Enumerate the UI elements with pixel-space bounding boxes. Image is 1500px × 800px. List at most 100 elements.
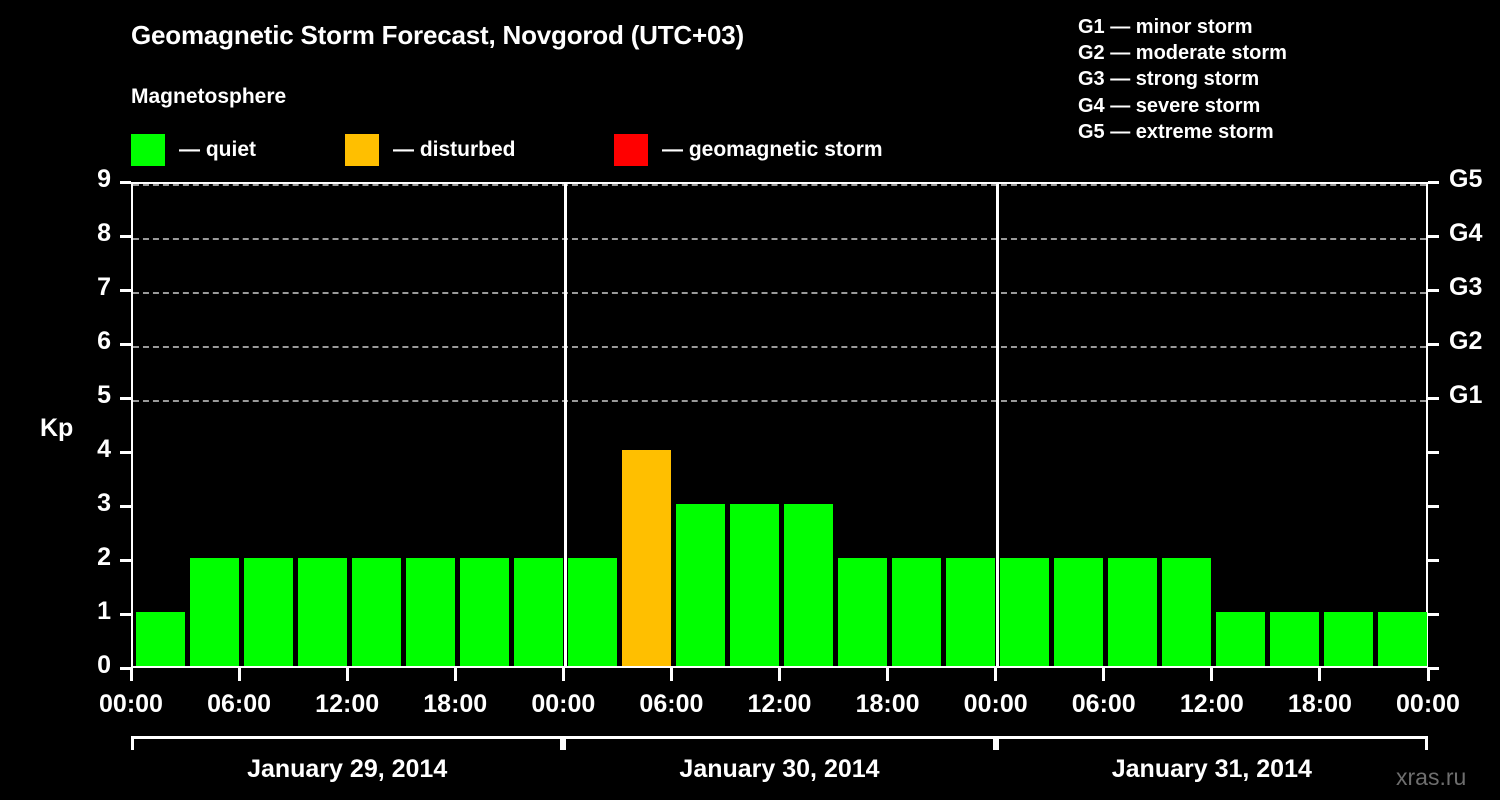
y-axis-label-9: 9 — [97, 165, 111, 193]
x-axis-label-9: 06:00 — [1071, 690, 1136, 718]
g-scale-row-5: G5 — extreme storm — [1078, 120, 1274, 143]
y-tick-8 — [120, 234, 131, 238]
chart-plot-area — [131, 182, 1428, 668]
legend-item-label: — disturbed — [393, 138, 516, 161]
legend-item-label: — quiet — [179, 138, 256, 161]
g-axis-label-G4: G4 — [1449, 219, 1483, 247]
kp-bar — [243, 558, 293, 666]
gridline-kp-6 — [133, 346, 1426, 348]
kp-bar — [1324, 612, 1374, 666]
y-tick-2 — [120, 558, 131, 562]
x-tick-11 — [1318, 668, 1322, 681]
x-axis-label-7: 18:00 — [855, 690, 920, 718]
x-axis-label-0: 00:00 — [99, 690, 163, 718]
gridline-kp-9 — [133, 184, 1426, 186]
y-tick-right-2 — [1428, 558, 1439, 562]
y-axis-label-7: 7 — [97, 273, 111, 301]
x-tick-6 — [778, 668, 781, 681]
legend-item-2: — geomagnetic storm — [614, 134, 883, 166]
g-axis-label-G1: G1 — [1449, 381, 1483, 409]
y-axis-label-5: 5 — [97, 381, 111, 409]
y-axis-label-6: 6 — [97, 327, 111, 355]
x-tick-9 — [1102, 668, 1106, 681]
x-axis-label-5: 06:00 — [639, 690, 704, 718]
y-axis-label-4: 4 — [97, 435, 111, 463]
x-axis-label-6: 12:00 — [747, 690, 812, 718]
kp-bar — [351, 558, 401, 666]
kp-bar — [189, 558, 239, 666]
storm-swatch — [614, 134, 648, 166]
y-axis-label-1: 1 — [97, 597, 111, 625]
day-caption-2: January 30, 2014 — [679, 755, 880, 783]
day-separator-2 — [996, 184, 1000, 666]
g-scale-row-1: G1 — minor storm — [1078, 16, 1253, 38]
g-scale-row-3: G3 — strong storm — [1078, 68, 1260, 91]
y-tick-right-9 — [1428, 180, 1439, 184]
x-tick-8 — [994, 668, 998, 681]
y-axis-title: Kp — [40, 414, 74, 442]
day-separator-1 — [563, 184, 567, 666]
y-tick-right-1 — [1428, 612, 1439, 616]
y-tick-5 — [120, 396, 131, 400]
y-tick-4 — [120, 450, 131, 454]
kp-bar — [784, 504, 834, 666]
day-caption-3: January 31, 2014 — [1111, 755, 1312, 783]
kp-bar — [1270, 612, 1320, 666]
x-axis-label-8: 00:00 — [963, 690, 1028, 718]
g-axis-label-G5: G5 — [1449, 165, 1483, 193]
kp-bar — [892, 558, 942, 666]
kp-bar — [405, 558, 455, 666]
x-axis-label-10: 12:00 — [1179, 690, 1244, 718]
page-title: Geomagnetic Storm Forecast, Novgorod (UT… — [131, 20, 744, 50]
y-tick-1 — [120, 612, 131, 616]
g-scale-row-4: G4 — severe storm — [1078, 94, 1261, 117]
x-axis-label-3: 18:00 — [423, 690, 488, 718]
y-tick-6 — [120, 342, 131, 346]
y-tick-right-4 — [1428, 450, 1439, 454]
gridline-kp-8 — [133, 238, 1426, 240]
magnetosphere-section-label: Magnetosphere — [131, 85, 287, 108]
disturbed-swatch — [345, 134, 379, 166]
gridline-kp-7 — [133, 292, 1426, 294]
kp-bar — [675, 504, 725, 666]
g-axis-label-G2: G2 — [1449, 327, 1483, 355]
day-bracket-3 — [995, 736, 1428, 750]
kp-bar — [946, 558, 996, 666]
y-tick-right-5 — [1428, 396, 1439, 400]
y-tick-9 — [120, 180, 131, 184]
x-tick-1 — [237, 668, 241, 681]
watermark: xras.ru — [1396, 764, 1467, 790]
y-tick-right-7 — [1428, 288, 1439, 292]
legend-item-label: — geomagnetic storm — [662, 138, 883, 161]
x-axis-label-1: 06:00 — [207, 690, 272, 718]
g-scale-row-2: G2 — moderate storm — [1078, 42, 1287, 65]
kp-bar — [1378, 612, 1428, 666]
kp-bar — [729, 504, 779, 666]
y-axis-label-0: 0 — [97, 651, 111, 679]
kp-bar — [1108, 558, 1158, 666]
kp-bar — [459, 558, 509, 666]
y-tick-right-0 — [1428, 666, 1439, 670]
x-tick-5 — [669, 668, 673, 681]
y-tick-0 — [120, 666, 131, 670]
x-axis-label-11: 18:00 — [1287, 690, 1352, 718]
y-tick-7 — [120, 288, 131, 292]
x-axis-label-12: 00:00 — [1396, 690, 1460, 718]
gridline-kp-5 — [133, 400, 1426, 402]
y-tick-right-6 — [1428, 342, 1439, 346]
x-tick-0 — [129, 668, 133, 681]
kp-bar — [567, 558, 617, 666]
day-caption-1: January 29, 2014 — [247, 755, 448, 783]
legend-item-1: — disturbed — [345, 134, 516, 166]
g-axis-label-G3: G3 — [1449, 273, 1483, 301]
y-axis-label-3: 3 — [97, 489, 111, 517]
y-axis-label-8: 8 — [97, 219, 111, 247]
kp-bar — [1000, 558, 1050, 666]
kp-bar — [1054, 558, 1104, 666]
day-bracket-1 — [131, 736, 564, 750]
chart-plot-inner — [133, 184, 1428, 666]
x-tick-10 — [1210, 668, 1214, 681]
kp-bar — [297, 558, 347, 666]
x-axis-label-2: 12:00 — [315, 690, 380, 718]
x-tick-4 — [561, 668, 565, 681]
